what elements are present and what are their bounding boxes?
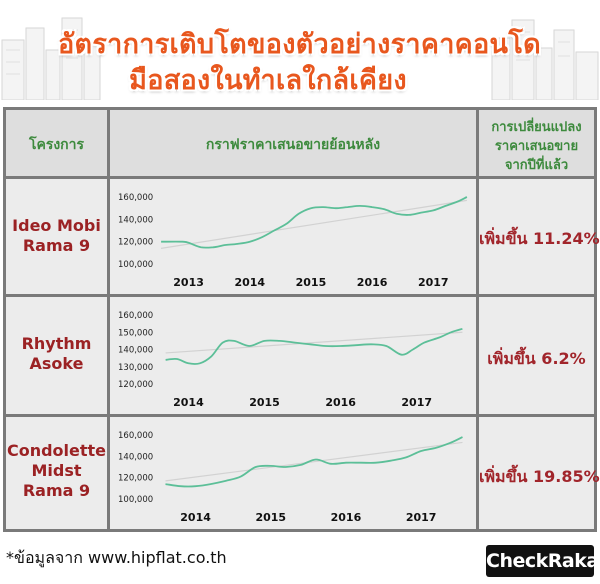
row-2-change-value: เพิ่มขึ้น 6.2% xyxy=(487,349,586,368)
row-3-project-line-1: Condolette xyxy=(6,441,107,460)
y-tick-label: 120,000 xyxy=(118,238,153,248)
chart-ideo-mobi-rama-9: 160,000 140,000 120,000 100,000 2013 2014 2015… xyxy=(118,193,468,289)
y-tick-label: 160,000 xyxy=(118,311,153,321)
trend-line xyxy=(165,441,463,482)
header-change-line-2: ราคาเสนอขาย xyxy=(494,139,579,154)
row-3-project-line-2: Midst xyxy=(31,461,82,480)
row-1-change-value: เพิ่มขึ้น 11.24% xyxy=(479,229,600,248)
row-1-change-cell: เพิ่มขึ้น 11.24% xyxy=(479,179,600,294)
header-project: โครงการ xyxy=(28,137,85,153)
y-tick-label: 120,000 xyxy=(118,474,153,484)
header-cell-project: โครงการ xyxy=(6,110,107,176)
row-2-project-line-2: Asoke xyxy=(29,354,84,373)
header-change-line-3: จากปีที่แล้ว xyxy=(504,158,569,173)
x-tick-label: 2015 xyxy=(255,511,286,524)
x-tick-label: 2017 xyxy=(401,396,432,409)
y-tick-label: 140,000 xyxy=(118,215,153,225)
row-2-change-cell: เพิ่มขึ้น 6.2% xyxy=(479,297,594,414)
y-tick-label: 130,000 xyxy=(118,363,153,373)
x-tick-label: 2016 xyxy=(357,276,388,289)
trend-line xyxy=(165,331,463,354)
row-2-chart-cell: 160,000 150,000 140,000 130,000 120,000 2014 2… xyxy=(110,297,476,414)
x-tick-label: 2015 xyxy=(296,276,327,289)
header-cell-change: การเปลี่ยนแปลง ราคาเสนอขาย จากปีที่แล้ว xyxy=(479,110,594,176)
row-3-project-line-3: Rama 9 xyxy=(22,481,91,500)
city-skyline-illustration xyxy=(1,17,599,100)
row-3-chart-cell: 160,000 140,000 120,000 100,000 2014 2015 2016… xyxy=(110,417,476,529)
x-tick-label: 2014 xyxy=(234,276,265,289)
price-series-line xyxy=(165,327,463,365)
row-1-project-line-1: Ideo Mobi xyxy=(12,216,101,235)
x-tick-label: 2017 xyxy=(406,511,437,524)
row-1-project-cell: Ideo Mobi Rama 9 xyxy=(6,179,107,294)
x-tick-label: 2015 xyxy=(249,396,280,409)
x-tick-label: 2016 xyxy=(331,511,362,524)
y-tick-label: 140,000 xyxy=(118,346,153,356)
y-tick-label: 160,000 xyxy=(118,193,153,203)
row-2-project-line-1: Rhythm xyxy=(21,334,92,353)
row-3-change-value: เพิ่มขึ้น 19.85% xyxy=(479,467,600,486)
trend-line xyxy=(160,199,468,249)
header-banner: อัตราการเติบโตของตัวอย่างราคาคอนโด มือสอ… xyxy=(0,0,600,100)
chart-rhythm-asoke: 160,000 150,000 140,000 130,000 120,000 2014 2… xyxy=(118,311,463,409)
chart-condolette-midst-rama-9: 160,000 140,000 120,000 100,000 2014 2015 2016… xyxy=(118,431,463,524)
row-3-project-cell: Condolette Midst Rama 9 xyxy=(6,417,107,529)
y-tick-label: 140,000 xyxy=(118,452,153,462)
price-series-line xyxy=(165,436,463,488)
row-1-chart-cell: 160,000 140,000 120,000 100,000 2013 2014 2015… xyxy=(110,179,476,294)
title-line-2: มือสองในทำเลใกล้เคียง xyxy=(129,65,407,96)
x-tick-label: 2017 xyxy=(418,276,449,289)
checkraka-logo: CheckRaka xyxy=(486,545,599,577)
y-tick-label: 150,000 xyxy=(118,328,153,338)
header-graph: กราฟราคาเสนอขายย้อนหลัง xyxy=(205,137,381,153)
x-tick-label: 2014 xyxy=(180,511,211,524)
x-tick-label: 2014 xyxy=(173,396,204,409)
row-3-change-cell: เพิ่มขึ้น 19.85% xyxy=(479,417,600,529)
y-tick-label: 100,000 xyxy=(118,260,153,270)
title-line-1: อัตราการเติบโตของตัวอย่างราคาคอนโด xyxy=(58,29,541,60)
row-2-project-cell: Rhythm Asoke xyxy=(6,297,107,414)
x-tick-label: 2016 xyxy=(325,396,356,409)
header-cell-graph: กราฟราคาเสนอขายย้อนหลัง xyxy=(110,110,476,176)
y-tick-label: 160,000 xyxy=(118,431,153,441)
source-note: *ข้อมูลจาก www.hipflat.co.th xyxy=(6,548,227,567)
x-tick-label: 2013 xyxy=(173,276,204,289)
row-1-project-line-2: Rama 9 xyxy=(22,236,91,255)
header-change-line-1: การเปลี่ยนแปลง xyxy=(491,120,582,135)
price-series-line xyxy=(161,196,468,249)
y-tick-label: 100,000 xyxy=(118,495,153,505)
comparison-table: โครงการ กราฟราคาเสนอขายย้อนหลัง การเปลี่… xyxy=(3,107,600,532)
y-tick-label: 120,000 xyxy=(118,380,153,390)
